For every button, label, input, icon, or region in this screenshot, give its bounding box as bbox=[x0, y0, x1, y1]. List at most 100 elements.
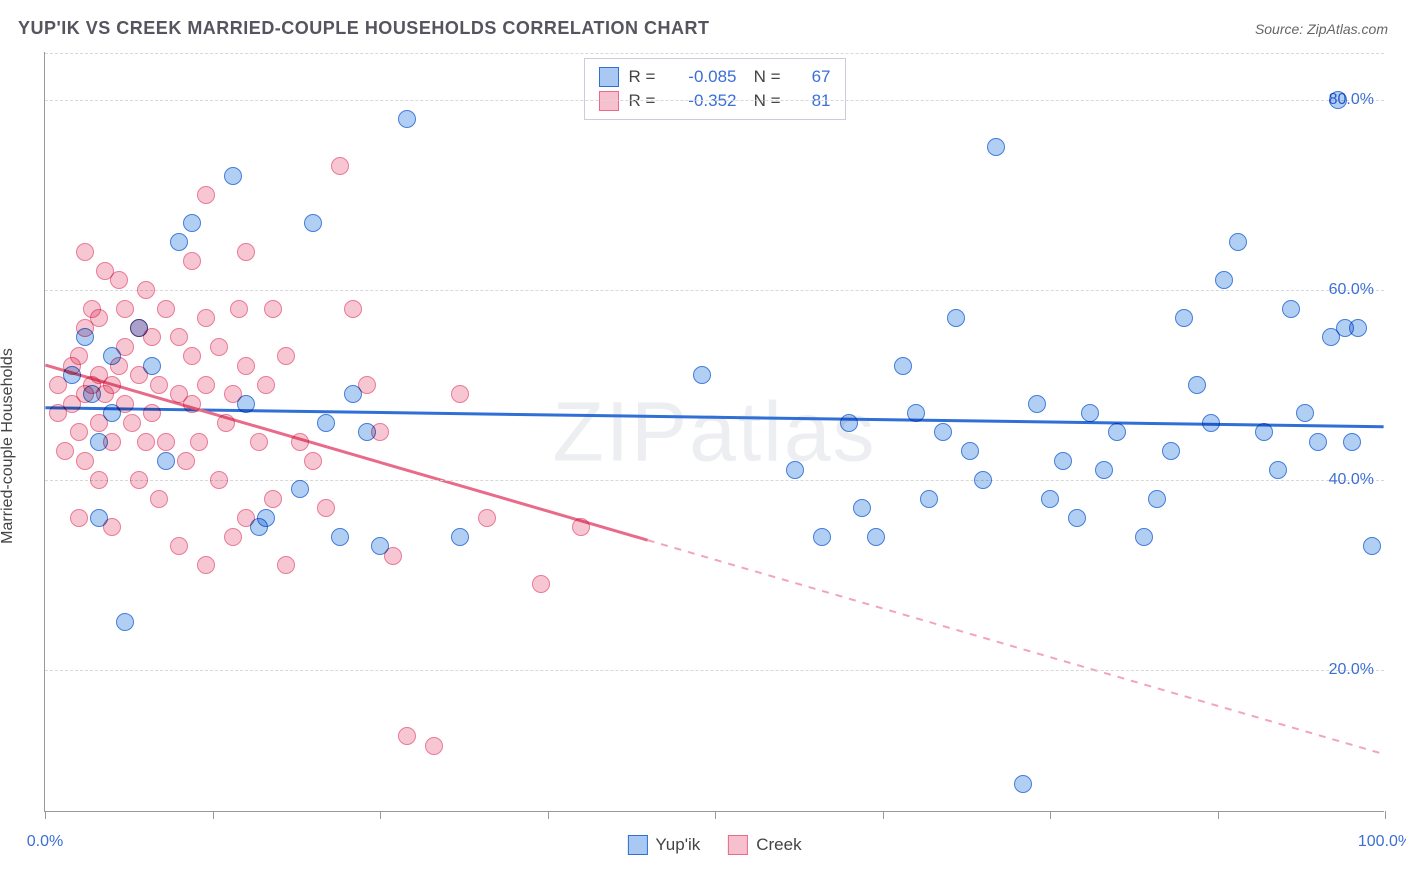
scatter-point-creek bbox=[451, 385, 469, 403]
scatter-point-yupik bbox=[1028, 395, 1046, 413]
gridline bbox=[45, 290, 1384, 291]
scatter-point-creek bbox=[250, 433, 268, 451]
source-label: Source: ZipAtlas.com bbox=[1255, 21, 1388, 37]
scatter-point-yupik bbox=[1343, 433, 1361, 451]
scatter-point-creek bbox=[76, 452, 94, 470]
scatter-point-creek bbox=[150, 376, 168, 394]
scatter-point-creek bbox=[264, 300, 282, 318]
scatter-point-creek bbox=[257, 376, 275, 394]
scatter-point-yupik bbox=[947, 309, 965, 327]
scatter-point-yupik bbox=[1269, 461, 1287, 479]
scatter-point-yupik bbox=[157, 452, 175, 470]
scatter-point-yupik bbox=[1081, 404, 1099, 422]
series-legend-label-creek: Creek bbox=[756, 835, 801, 855]
scatter-point-creek bbox=[190, 433, 208, 451]
scatter-point-creek bbox=[90, 309, 108, 327]
scatter-point-creek bbox=[237, 243, 255, 261]
scatter-point-creek bbox=[123, 414, 141, 432]
scatter-point-creek bbox=[110, 357, 128, 375]
scatter-point-creek bbox=[237, 357, 255, 375]
scatter-point-creek bbox=[137, 433, 155, 451]
scatter-point-creek bbox=[197, 556, 215, 574]
scatter-point-yupik bbox=[116, 613, 134, 631]
scatter-point-creek bbox=[398, 727, 416, 745]
scatter-point-creek bbox=[277, 347, 295, 365]
scatter-point-creek bbox=[170, 328, 188, 346]
scatter-point-creek bbox=[183, 395, 201, 413]
scatter-point-creek bbox=[344, 300, 362, 318]
scatter-point-creek bbox=[478, 509, 496, 527]
x-tick bbox=[380, 811, 381, 819]
scatter-point-yupik bbox=[1202, 414, 1220, 432]
scatter-point-creek bbox=[197, 309, 215, 327]
scatter-point-creek bbox=[331, 157, 349, 175]
series-legend-item-yupik: Yup'ik bbox=[627, 835, 700, 855]
scatter-point-creek bbox=[210, 338, 228, 356]
scatter-point-yupik bbox=[1255, 423, 1273, 441]
scatter-point-creek bbox=[358, 376, 376, 394]
scatter-point-yupik bbox=[257, 509, 275, 527]
legend-r-label: R = bbox=[629, 67, 657, 87]
x-tick bbox=[45, 811, 46, 819]
scatter-point-creek bbox=[103, 433, 121, 451]
scatter-point-yupik bbox=[1068, 509, 1086, 527]
scatter-point-creek bbox=[183, 252, 201, 270]
x-tick bbox=[1218, 811, 1219, 819]
scatter-point-yupik bbox=[1108, 423, 1126, 441]
y-axis-label: Married-couple Households bbox=[0, 348, 17, 544]
legend-swatch-yupik bbox=[599, 67, 619, 87]
x-tick bbox=[213, 811, 214, 819]
scatter-point-creek bbox=[170, 537, 188, 555]
scatter-point-creek bbox=[224, 385, 242, 403]
scatter-point-yupik bbox=[693, 366, 711, 384]
scatter-point-creek bbox=[157, 300, 175, 318]
x-tick-label: 100.0% bbox=[1358, 833, 1406, 851]
scatter-point-yupik bbox=[451, 528, 469, 546]
scatter-point-yupik bbox=[987, 138, 1005, 156]
scatter-point-yupik bbox=[1188, 376, 1206, 394]
scatter-point-yupik bbox=[961, 442, 979, 460]
y-tick-label: 60.0% bbox=[1329, 281, 1374, 299]
legend-n-value-yupik: 67 bbox=[791, 67, 831, 87]
scatter-point-yupik bbox=[291, 480, 309, 498]
scatter-point-yupik bbox=[786, 461, 804, 479]
chart-container: YUP'IK VS CREEK MARRIED-COUPLE HOUSEHOLD… bbox=[0, 0, 1406, 892]
x-tick-label: 0.0% bbox=[27, 833, 63, 851]
gridline bbox=[45, 670, 1384, 671]
watermark-text: ZIPatlas bbox=[552, 383, 876, 480]
scatter-point-yupik bbox=[813, 528, 831, 546]
scatter-point-yupik bbox=[1014, 775, 1032, 793]
scatter-point-creek bbox=[56, 442, 74, 460]
scatter-point-yupik bbox=[1349, 319, 1367, 337]
scatter-point-creek bbox=[210, 471, 228, 489]
scatter-point-creek bbox=[384, 547, 402, 565]
scatter-point-yupik bbox=[1329, 91, 1347, 109]
scatter-point-creek bbox=[143, 328, 161, 346]
scatter-point-creek bbox=[76, 243, 94, 261]
scatter-point-creek bbox=[103, 376, 121, 394]
scatter-point-yupik bbox=[183, 214, 201, 232]
scatter-point-creek bbox=[371, 423, 389, 441]
scatter-point-yupik bbox=[1175, 309, 1193, 327]
scatter-point-creek bbox=[572, 518, 590, 536]
scatter-point-creek bbox=[264, 490, 282, 508]
gridline bbox=[45, 100, 1384, 101]
scatter-point-creek bbox=[110, 271, 128, 289]
plot-area: ZIPatlas R =-0.085N =67R =-0.352N =81 Yu… bbox=[44, 52, 1384, 812]
scatter-point-creek bbox=[224, 528, 242, 546]
scatter-point-creek bbox=[317, 499, 335, 517]
scatter-point-creek bbox=[116, 300, 134, 318]
scatter-point-creek bbox=[304, 452, 322, 470]
correlation-legend-row-creek: R =-0.352N =81 bbox=[599, 89, 831, 113]
scatter-point-creek bbox=[49, 376, 67, 394]
scatter-point-yupik bbox=[170, 233, 188, 251]
scatter-point-yupik bbox=[1282, 300, 1300, 318]
x-tick bbox=[883, 811, 884, 819]
legend-r-label: R = bbox=[629, 91, 657, 111]
scatter-point-yupik bbox=[1041, 490, 1059, 508]
scatter-point-creek bbox=[277, 556, 295, 574]
correlation-legend: R =-0.085N =67R =-0.352N =81 bbox=[584, 58, 846, 120]
scatter-point-creek bbox=[116, 338, 134, 356]
scatter-point-yupik bbox=[1135, 528, 1153, 546]
scatter-point-yupik bbox=[1095, 461, 1113, 479]
